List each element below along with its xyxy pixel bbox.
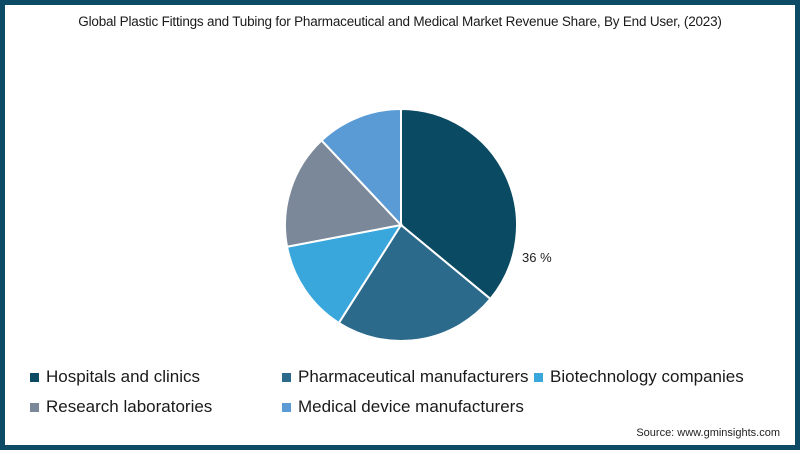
legend-item-biotech: Biotechnology companies [534, 367, 744, 387]
legend-label: Research laboratories [46, 397, 213, 416]
legend-label: Biotechnology companies [550, 367, 744, 386]
legend-swatch [534, 372, 543, 382]
data-label-hospitals: 36 % [522, 250, 552, 265]
legend-item-medical-device: Medical device manufacturers [282, 397, 524, 417]
pie-slice-pharmaceutical-manufacturers [337, 223, 492, 342]
legend-swatch [30, 402, 39, 412]
legend-label: Pharmaceutical manufacturers [298, 367, 529, 386]
pie-slice-research-laboratories [284, 139, 403, 248]
legend-item-research: Research laboratories [30, 397, 212, 417]
chart-title: Global Plastic Fittings and Tubing for P… [78, 14, 722, 29]
legend-swatch [282, 372, 291, 382]
pie-slice-medical-device-manufacturers [320, 107, 402, 228]
legend-swatch [30, 372, 39, 382]
pie-slice-biotechnology-companies [285, 223, 404, 325]
legend-label: Medical device manufacturers [298, 397, 524, 416]
legend-swatch [282, 402, 291, 412]
source-note: Source: www.gminsights.com [636, 427, 780, 439]
legend-label: Hospitals and clinics [46, 367, 201, 386]
pie-slice-hospitals-and-clinics [400, 107, 518, 301]
legend-item-hospitals: Hospitals and clinics [30, 367, 200, 387]
legend-item-pharma: Pharmaceutical manufacturers [282, 367, 529, 387]
